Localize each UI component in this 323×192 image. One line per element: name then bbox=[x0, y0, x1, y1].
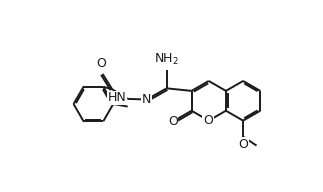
Text: O: O bbox=[203, 113, 213, 127]
Text: O: O bbox=[96, 57, 106, 70]
Text: HN: HN bbox=[108, 91, 127, 104]
Text: NH$_2$: NH$_2$ bbox=[154, 52, 179, 67]
Text: O: O bbox=[168, 115, 178, 128]
Text: O: O bbox=[238, 138, 248, 151]
Text: N: N bbox=[142, 93, 151, 106]
